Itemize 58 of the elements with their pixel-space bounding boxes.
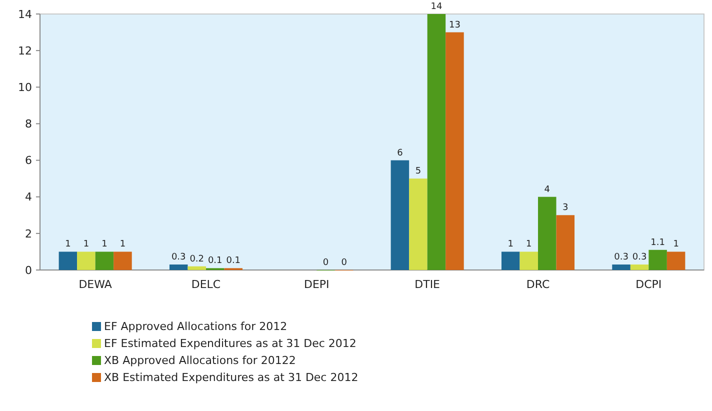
bar <box>630 264 649 270</box>
data-label: 0 <box>341 258 348 268</box>
bar <box>95 252 114 270</box>
data-label: 1 <box>83 240 90 250</box>
bar <box>648 250 667 270</box>
y-tick-label: 2 <box>25 227 32 240</box>
bar <box>114 252 132 270</box>
x-tick-label: DTIE <box>414 278 440 291</box>
bar <box>188 266 206 270</box>
data-label: 1 <box>673 240 679 250</box>
bar <box>538 196 556 270</box>
legend-label: EF Estimated Expenditures as at 31 Dec 2012 <box>104 336 356 350</box>
bar <box>427 14 446 270</box>
x-tick-label: DEPI <box>304 278 330 291</box>
data-label: 0.2 <box>190 254 204 264</box>
legend-label: EF Approved Allocations for 2012 <box>104 320 288 333</box>
x-tick-label: DEWA <box>78 278 112 291</box>
bar <box>390 160 410 270</box>
y-tick-label: 12 <box>18 44 32 58</box>
data-label: 0.3 <box>632 252 647 263</box>
y-tick-label: 6 <box>25 154 32 168</box>
bar <box>77 252 96 270</box>
bar <box>520 252 538 270</box>
data-label: 1 <box>102 240 108 250</box>
data-label: 5 <box>415 166 422 177</box>
bar <box>666 252 686 270</box>
data-label: 1.1 <box>650 238 665 248</box>
y-tick-label: 8 <box>25 118 32 131</box>
bar <box>169 264 188 270</box>
bar <box>409 178 428 270</box>
y-tick-label: 4 <box>25 190 32 204</box>
data-label: 1 <box>526 240 532 250</box>
data-label: 3 <box>562 203 568 214</box>
bar <box>446 32 464 270</box>
bar <box>58 252 78 270</box>
data-label: 1 <box>120 240 126 250</box>
x-tick-label: DCPI <box>636 278 662 291</box>
legend-label: XB Estimated Expenditures as at 31 Dec 2012 <box>104 370 358 384</box>
y-tick-label: 0 <box>25 264 32 277</box>
bar <box>501 252 520 270</box>
data-label: 4 <box>544 184 550 195</box>
data-label: 0.1 <box>208 256 222 266</box>
x-tick-label: DELC <box>191 278 221 291</box>
legend-label: XB Approved Allocations for 20122 <box>104 354 296 367</box>
data-label: 1 <box>508 240 514 250</box>
data-label: 0.3 <box>614 252 628 263</box>
data-label: 0.1 <box>226 256 241 266</box>
data-label: 6 <box>397 148 404 158</box>
data-label: 14 <box>430 2 442 12</box>
bar <box>612 264 630 270</box>
x-tick-label: DRC <box>526 278 550 291</box>
bar <box>556 215 575 270</box>
data-label: 13 <box>448 20 460 30</box>
y-tick-label: 14 <box>18 8 32 21</box>
y-tick-label: 10 <box>18 80 32 94</box>
data-label: 0.3 <box>171 252 186 263</box>
data-label: 0 <box>322 258 329 268</box>
data-label: 1 <box>65 240 71 250</box>
